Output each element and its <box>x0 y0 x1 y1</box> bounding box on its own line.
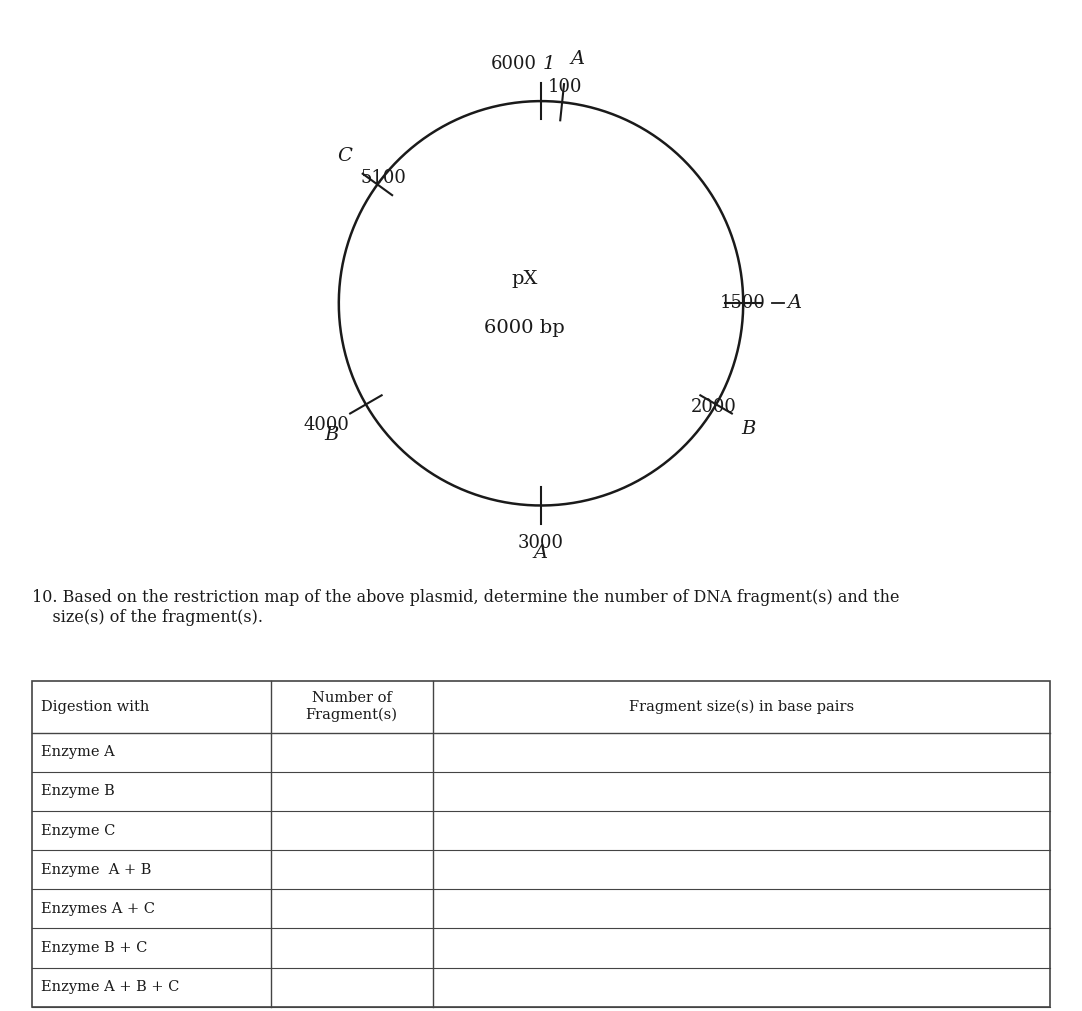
Text: 3000: 3000 <box>518 534 564 552</box>
Text: A: A <box>788 294 802 312</box>
Text: 6000: 6000 <box>491 55 537 73</box>
Text: Digestion with: Digestion with <box>41 700 149 714</box>
Text: 2000: 2000 <box>691 397 737 416</box>
Text: 5100: 5100 <box>360 169 406 187</box>
Text: 1500: 1500 <box>720 294 765 312</box>
Text: 6000 bp: 6000 bp <box>485 318 565 337</box>
Text: 100: 100 <box>547 78 582 96</box>
Text: Enzyme A + B + C: Enzyme A + B + C <box>41 980 180 994</box>
Text: A: A <box>533 544 549 562</box>
Text: 1: 1 <box>543 55 555 73</box>
Text: Enzyme B + C: Enzyme B + C <box>41 941 147 955</box>
Text: Number of
Fragment(s): Number of Fragment(s) <box>305 692 398 722</box>
Text: Enzyme  A + B: Enzyme A + B <box>41 862 151 877</box>
Text: 4000: 4000 <box>303 416 349 434</box>
Text: 10. Based on the restriction map of the above plasmid, determine the number of D: 10. Based on the restriction map of the … <box>32 589 900 626</box>
Bar <box>32 680 1050 1007</box>
Text: pX: pX <box>512 270 538 288</box>
Text: Enzyme A: Enzyme A <box>41 745 115 759</box>
Text: B: B <box>741 420 755 438</box>
Text: Fragment size(s) in base pairs: Fragment size(s) in base pairs <box>629 700 854 714</box>
Text: C: C <box>338 147 352 165</box>
Text: B: B <box>325 426 339 444</box>
Text: Enzyme B: Enzyme B <box>41 785 115 799</box>
Text: A: A <box>571 50 585 68</box>
Text: Enzymes A + C: Enzymes A + C <box>41 902 155 916</box>
Text: Enzyme C: Enzyme C <box>41 824 116 837</box>
